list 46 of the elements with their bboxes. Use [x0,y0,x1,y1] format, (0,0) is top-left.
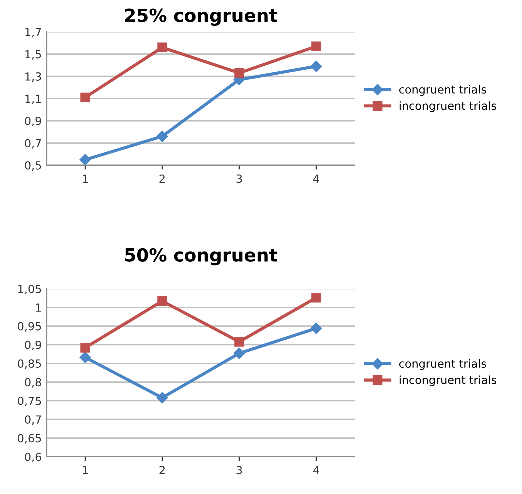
point [80,343,90,353]
point [156,392,168,404]
y-tick-label: 1 [36,304,42,312]
x-tick-label: 1 [83,466,88,474]
y-tick-label: 0,5 [25,161,42,172]
chart-title: 50% congruent [125,248,278,266]
point [312,42,322,52]
x-tick-label: 4 [313,466,320,474]
y-tick-label: 0,8 [25,378,42,388]
y-tick-label: 0,6 [25,452,42,462]
point [158,42,168,53]
point [234,337,244,347]
y-tick-label: 0,9 [25,340,42,350]
legend-label: incongruent trials [400,376,497,386]
point [80,154,92,166]
y-tick-label: 0,85 [18,360,42,370]
x-tick-label: 4 [313,174,320,183]
point [310,322,322,334]
y-tick-label: 1,7 [26,28,42,38]
y-tick-label: 1,05 [18,284,42,295]
point [156,130,168,142]
point [80,352,92,364]
point [310,60,322,72]
legend-label: congruent trials [400,85,486,96]
x-tick-label: 2 [160,174,165,183]
x-tick-label: 2 [160,466,165,474]
x-tick-label: 3 [236,174,242,184]
point [234,68,244,78]
y-tick-label: 0,95 [18,322,42,332]
y-tick-label: 0,9 [25,117,42,127]
y-tick-label: 1,5 [26,50,42,60]
chart-title: 25% congruent [125,8,278,26]
y-tick-label: 0,65 [18,434,42,444]
y-tick-label: 0,7 [25,139,42,149]
y-tick-label: 0,7 [25,416,42,426]
point [312,293,322,303]
y-tick-label: 0,75 [18,396,42,406]
x-tick-label: 3 [236,466,242,475]
y-tick-label: 1,1 [26,94,42,104]
legend-label: congruent trials [400,359,486,370]
point [80,92,90,103]
y-tick-label: 1,3 [26,72,42,82]
legend-label: incongruent trials [400,102,497,112]
x-tick-label: 1 [83,174,88,183]
point [158,296,168,306]
point [234,348,246,360]
